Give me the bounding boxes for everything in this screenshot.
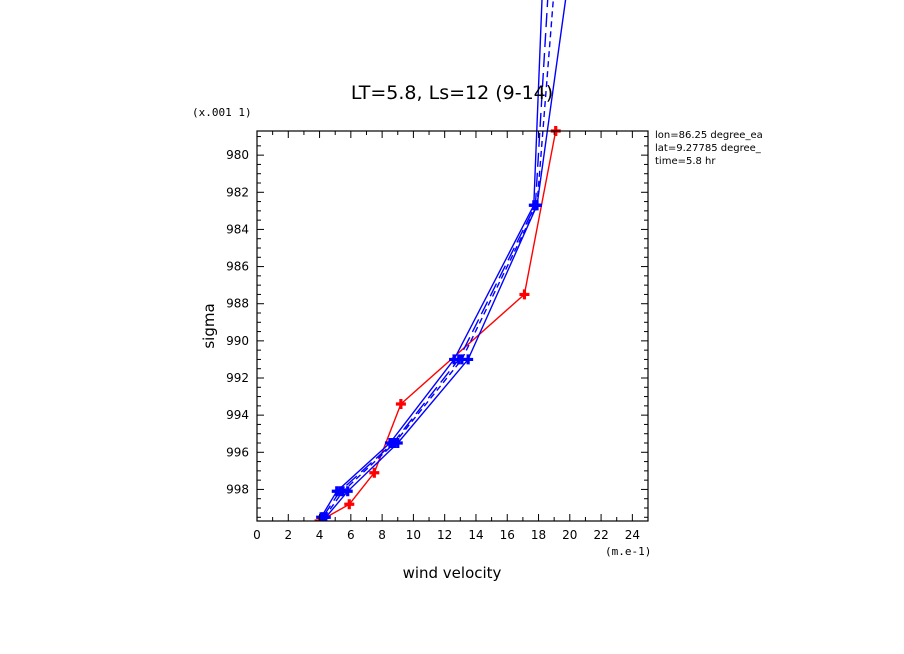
x-unit-label: (m.e-1) [605, 545, 651, 558]
x-tick-label: 0 [253, 528, 261, 542]
y-tick-label: 982 [226, 185, 249, 199]
series-1-marker [395, 399, 406, 409]
x-tick-label: 12 [437, 528, 452, 542]
y-tick-label: 990 [226, 334, 249, 348]
series-1-marker [344, 499, 355, 510]
annotation-lon: lon=86.25 degree_ea [655, 130, 763, 141]
series-line-3 [320, 0, 543, 518]
series-5-marker [388, 438, 399, 448]
y-tick-label: 980 [226, 148, 249, 162]
series-line-2 [325, 0, 567, 518]
x-tick-label: 22 [593, 528, 608, 542]
annotation-lat: lat=9.27785 degree_ [655, 143, 762, 154]
y-tick-label: 994 [226, 408, 249, 422]
series-5-marker [453, 354, 464, 365]
x-tick-label: 4 [316, 528, 324, 542]
series-layer [314, 0, 567, 521]
series-5-marker [530, 200, 541, 211]
axis-layer: 0 2 4 6 8 10 12 14 16 18 20 22 249809829849869889909… [226, 131, 649, 542]
x-tick-label: 20 [562, 528, 577, 542]
x-tick-label: 10 [406, 528, 421, 542]
y-tick-label: 984 [226, 222, 249, 236]
x-tick-label: 24 [625, 528, 640, 542]
annotation-time: time=5.8 hr [655, 156, 716, 167]
y-tick-label: 996 [226, 445, 249, 459]
y-axis-label: sigma [200, 303, 218, 348]
y-tick-label: 992 [226, 371, 249, 385]
y-tick-label: 986 [226, 260, 249, 274]
series-line-1 [319, 130, 557, 521]
chart-title: LT=5.8, Ls=12 (9-14) [351, 82, 553, 104]
x-tick-label: 18 [531, 528, 546, 542]
y-tick-label: 998 [226, 482, 249, 496]
y-unit-label: (x.001 1) [192, 106, 252, 119]
x-tick-label: 8 [378, 528, 386, 542]
x-tick-label: 16 [500, 528, 515, 542]
x-tick-label: 6 [347, 528, 355, 542]
x-axis-label: wind velocity [403, 564, 502, 582]
series-line-5 [322, 0, 549, 518]
plot-frame [256, 130, 649, 522]
y-tick-label: 988 [226, 297, 249, 311]
x-tick-label: 2 [284, 528, 292, 542]
series-line-4 [323, 0, 554, 518]
series-5-marker [334, 486, 345, 497]
series-1-marker [519, 289, 530, 300]
x-tick-label: 14 [468, 528, 483, 542]
series-1-marker [369, 467, 380, 478]
